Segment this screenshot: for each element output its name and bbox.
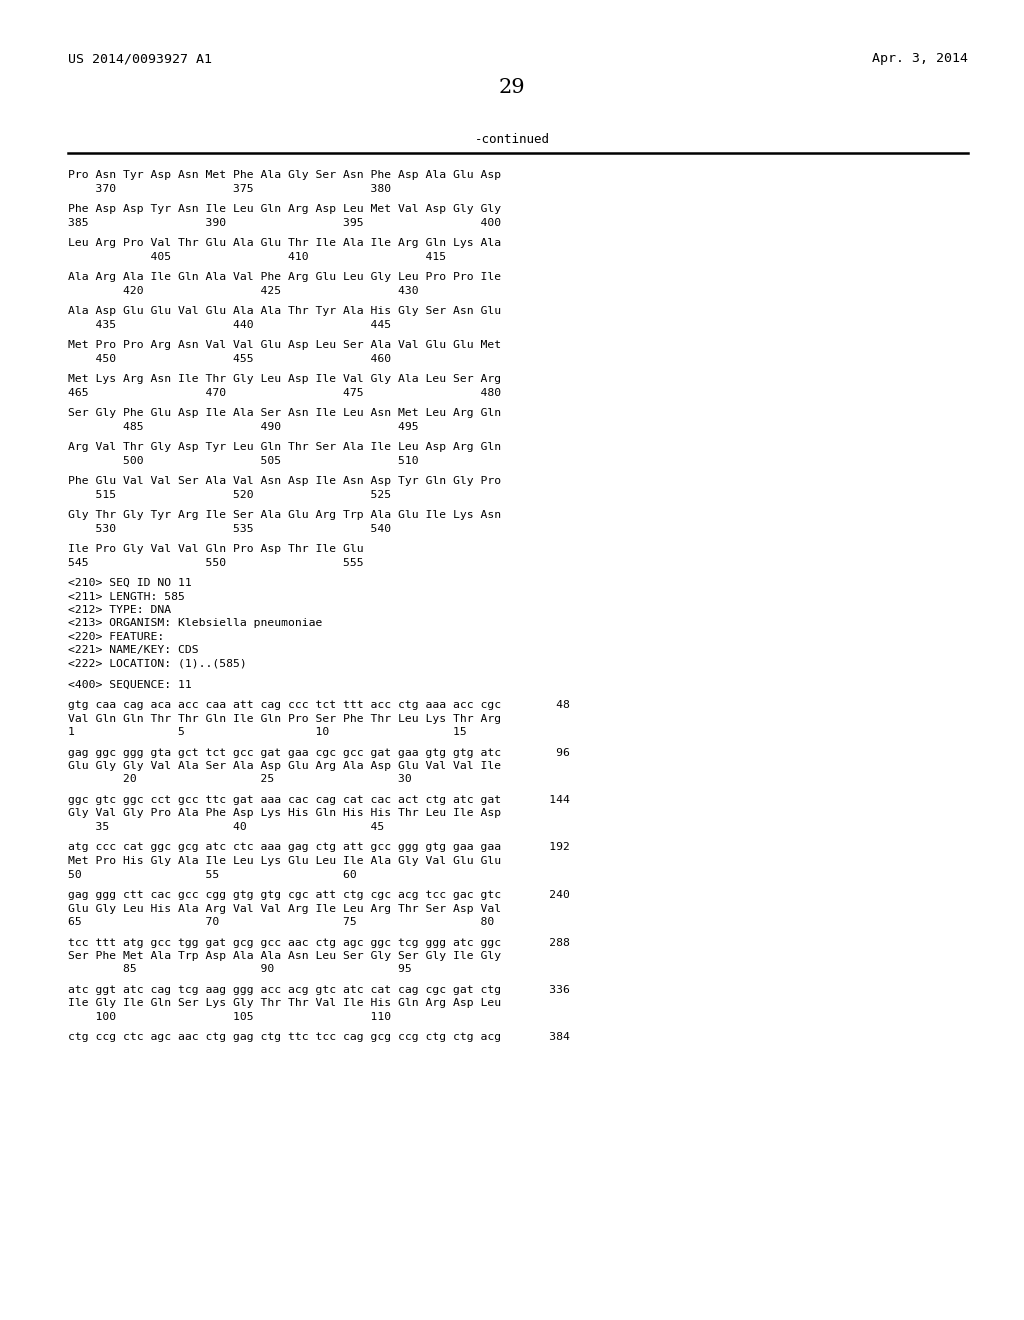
Text: 465                 470                 475                 480: 465 470 475 480 xyxy=(68,388,501,397)
Text: 530                 535                 540: 530 535 540 xyxy=(68,524,391,533)
Text: Ile Gly Ile Gln Ser Lys Gly Thr Thr Val Ile His Gln Arg Asp Leu: Ile Gly Ile Gln Ser Lys Gly Thr Thr Val … xyxy=(68,998,501,1008)
Text: <222> LOCATION: (1)..(585): <222> LOCATION: (1)..(585) xyxy=(68,659,247,669)
Text: tcc ttt atg gcc tgg gat gcg gcc aac ctg agc ggc tcg ggg atc ggc       288: tcc ttt atg gcc tgg gat gcg gcc aac ctg … xyxy=(68,937,570,948)
Text: Met Pro His Gly Ala Ile Leu Lys Glu Leu Ile Ala Gly Val Glu Glu: Met Pro His Gly Ala Ile Leu Lys Glu Leu … xyxy=(68,855,501,866)
Text: atc ggt atc cag tcg aag ggg acc acg gtc atc cat cag cgc gat ctg       336: atc ggt atc cag tcg aag ggg acc acg gtc … xyxy=(68,985,570,995)
Text: <213> ORGANISM: Klebsiella pneumoniae: <213> ORGANISM: Klebsiella pneumoniae xyxy=(68,619,323,628)
Text: ctg ccg ctc agc aac ctg gag ctg ttc tcc cag gcg ccg ctg ctg acg       384: ctg ccg ctc agc aac ctg gag ctg ttc tcc … xyxy=(68,1032,570,1043)
Text: 370                 375                 380: 370 375 380 xyxy=(68,183,391,194)
Text: gtg caa cag aca acc caa att cag ccc tct ttt acc ctg aaa acc cgc        48: gtg caa cag aca acc caa att cag ccc tct … xyxy=(68,700,570,710)
Text: <220> FEATURE:: <220> FEATURE: xyxy=(68,632,164,642)
Text: Glu Gly Leu His Ala Arg Val Val Arg Ile Leu Arg Thr Ser Asp Val: Glu Gly Leu His Ala Arg Val Val Arg Ile … xyxy=(68,903,501,913)
Text: 500                 505                 510: 500 505 510 xyxy=(68,455,419,466)
Text: 450                 455                 460: 450 455 460 xyxy=(68,354,391,363)
Text: Ser Phe Met Ala Trp Asp Ala Ala Asn Leu Ser Gly Ser Gly Ile Gly: Ser Phe Met Ala Trp Asp Ala Ala Asn Leu … xyxy=(68,950,501,961)
Text: Ser Gly Phe Glu Asp Ile Ala Ser Asn Ile Leu Asn Met Leu Arg Gln: Ser Gly Phe Glu Asp Ile Ala Ser Asn Ile … xyxy=(68,408,501,418)
Text: Ala Asp Glu Glu Val Glu Ala Ala Thr Tyr Ala His Gly Ser Asn Glu: Ala Asp Glu Glu Val Glu Ala Ala Thr Tyr … xyxy=(68,306,501,315)
Text: 515                 520                 525: 515 520 525 xyxy=(68,490,391,499)
Text: Met Pro Pro Arg Asn Val Val Glu Asp Leu Ser Ala Val Glu Glu Met: Met Pro Pro Arg Asn Val Val Glu Asp Leu … xyxy=(68,341,501,350)
Text: 65                  70                  75                  80: 65 70 75 80 xyxy=(68,917,495,927)
Text: 385                 390                 395                 400: 385 390 395 400 xyxy=(68,218,501,227)
Text: Met Lys Arg Asn Ile Thr Gly Leu Asp Ile Val Gly Ala Leu Ser Arg: Met Lys Arg Asn Ile Thr Gly Leu Asp Ile … xyxy=(68,374,501,384)
Text: 435                 440                 445: 435 440 445 xyxy=(68,319,391,330)
Text: <210> SEQ ID NO 11: <210> SEQ ID NO 11 xyxy=(68,578,191,587)
Text: Apr. 3, 2014: Apr. 3, 2014 xyxy=(872,51,968,65)
Text: 485                 490                 495: 485 490 495 xyxy=(68,421,419,432)
Text: Ala Arg Ala Ile Gln Ala Val Phe Arg Glu Leu Gly Leu Pro Pro Ile: Ala Arg Ala Ile Gln Ala Val Phe Arg Glu … xyxy=(68,272,501,282)
Text: 420                 425                 430: 420 425 430 xyxy=(68,285,419,296)
Text: Glu Gly Gly Val Ala Ser Ala Asp Glu Arg Ala Asp Glu Val Val Ile: Glu Gly Gly Val Ala Ser Ala Asp Glu Arg … xyxy=(68,762,501,771)
Text: ggc gtc ggc cct gcc ttc gat aaa cac cag cat cac act ctg atc gat       144: ggc gtc ggc cct gcc ttc gat aaa cac cag … xyxy=(68,795,570,805)
Text: <221> NAME/KEY: CDS: <221> NAME/KEY: CDS xyxy=(68,645,199,656)
Text: US 2014/0093927 A1: US 2014/0093927 A1 xyxy=(68,51,212,65)
Text: atg ccc cat ggc gcg atc ctc aaa gag ctg att gcc ggg gtg gaa gaa       192: atg ccc cat ggc gcg atc ctc aaa gag ctg … xyxy=(68,842,570,853)
Text: 50                  55                  60: 50 55 60 xyxy=(68,870,356,879)
Text: 100                 105                 110: 100 105 110 xyxy=(68,1012,391,1022)
Text: <211> LENGTH: 585: <211> LENGTH: 585 xyxy=(68,591,185,602)
Text: Arg Val Thr Gly Asp Tyr Leu Gln Thr Ser Ala Ile Leu Asp Arg Gln: Arg Val Thr Gly Asp Tyr Leu Gln Thr Ser … xyxy=(68,442,501,451)
Text: Leu Arg Pro Val Thr Glu Ala Glu Thr Ile Ala Ile Arg Gln Lys Ala: Leu Arg Pro Val Thr Glu Ala Glu Thr Ile … xyxy=(68,238,501,248)
Text: 545                 550                 555: 545 550 555 xyxy=(68,557,364,568)
Text: <400> SEQUENCE: 11: <400> SEQUENCE: 11 xyxy=(68,680,191,689)
Text: 29: 29 xyxy=(499,78,525,96)
Text: Val Gln Gln Thr Thr Gln Ile Gln Pro Ser Phe Thr Leu Lys Thr Arg: Val Gln Gln Thr Thr Gln Ile Gln Pro Ser … xyxy=(68,714,501,723)
Text: gag ggc ggg gta gct tct gcc gat gaa cgc gcc gat gaa gtg gtg atc        96: gag ggc ggg gta gct tct gcc gat gaa cgc … xyxy=(68,747,570,758)
Text: Ile Pro Gly Val Val Gln Pro Asp Thr Ile Glu: Ile Pro Gly Val Val Gln Pro Asp Thr Ile … xyxy=(68,544,364,554)
Text: 35                  40                  45: 35 40 45 xyxy=(68,822,384,832)
Text: 85                  90                  95: 85 90 95 xyxy=(68,965,412,974)
Text: Gly Thr Gly Tyr Arg Ile Ser Ala Glu Arg Trp Ala Glu Ile Lys Asn: Gly Thr Gly Tyr Arg Ile Ser Ala Glu Arg … xyxy=(68,510,501,520)
Text: -continued: -continued xyxy=(474,133,550,147)
Text: Phe Asp Asp Tyr Asn Ile Leu Gln Arg Asp Leu Met Val Asp Gly Gly: Phe Asp Asp Tyr Asn Ile Leu Gln Arg Asp … xyxy=(68,205,501,214)
Text: 20                  25                  30: 20 25 30 xyxy=(68,775,412,784)
Text: 405                 410                 415: 405 410 415 xyxy=(68,252,446,261)
Text: Phe Glu Val Val Ser Ala Val Asn Asp Ile Asn Asp Tyr Gln Gly Pro: Phe Glu Val Val Ser Ala Val Asn Asp Ile … xyxy=(68,477,501,486)
Text: 1               5                   10                  15: 1 5 10 15 xyxy=(68,727,467,737)
Text: <212> TYPE: DNA: <212> TYPE: DNA xyxy=(68,605,171,615)
Text: Pro Asn Tyr Asp Asn Met Phe Ala Gly Ser Asn Phe Asp Ala Glu Asp: Pro Asn Tyr Asp Asn Met Phe Ala Gly Ser … xyxy=(68,170,501,180)
Text: Gly Val Gly Pro Ala Phe Asp Lys His Gln His His Thr Leu Ile Asp: Gly Val Gly Pro Ala Phe Asp Lys His Gln … xyxy=(68,808,501,818)
Text: gag ggg ctt cac gcc cgg gtg gtg cgc att ctg cgc acg tcc gac gtc       240: gag ggg ctt cac gcc cgg gtg gtg cgc att … xyxy=(68,890,570,900)
